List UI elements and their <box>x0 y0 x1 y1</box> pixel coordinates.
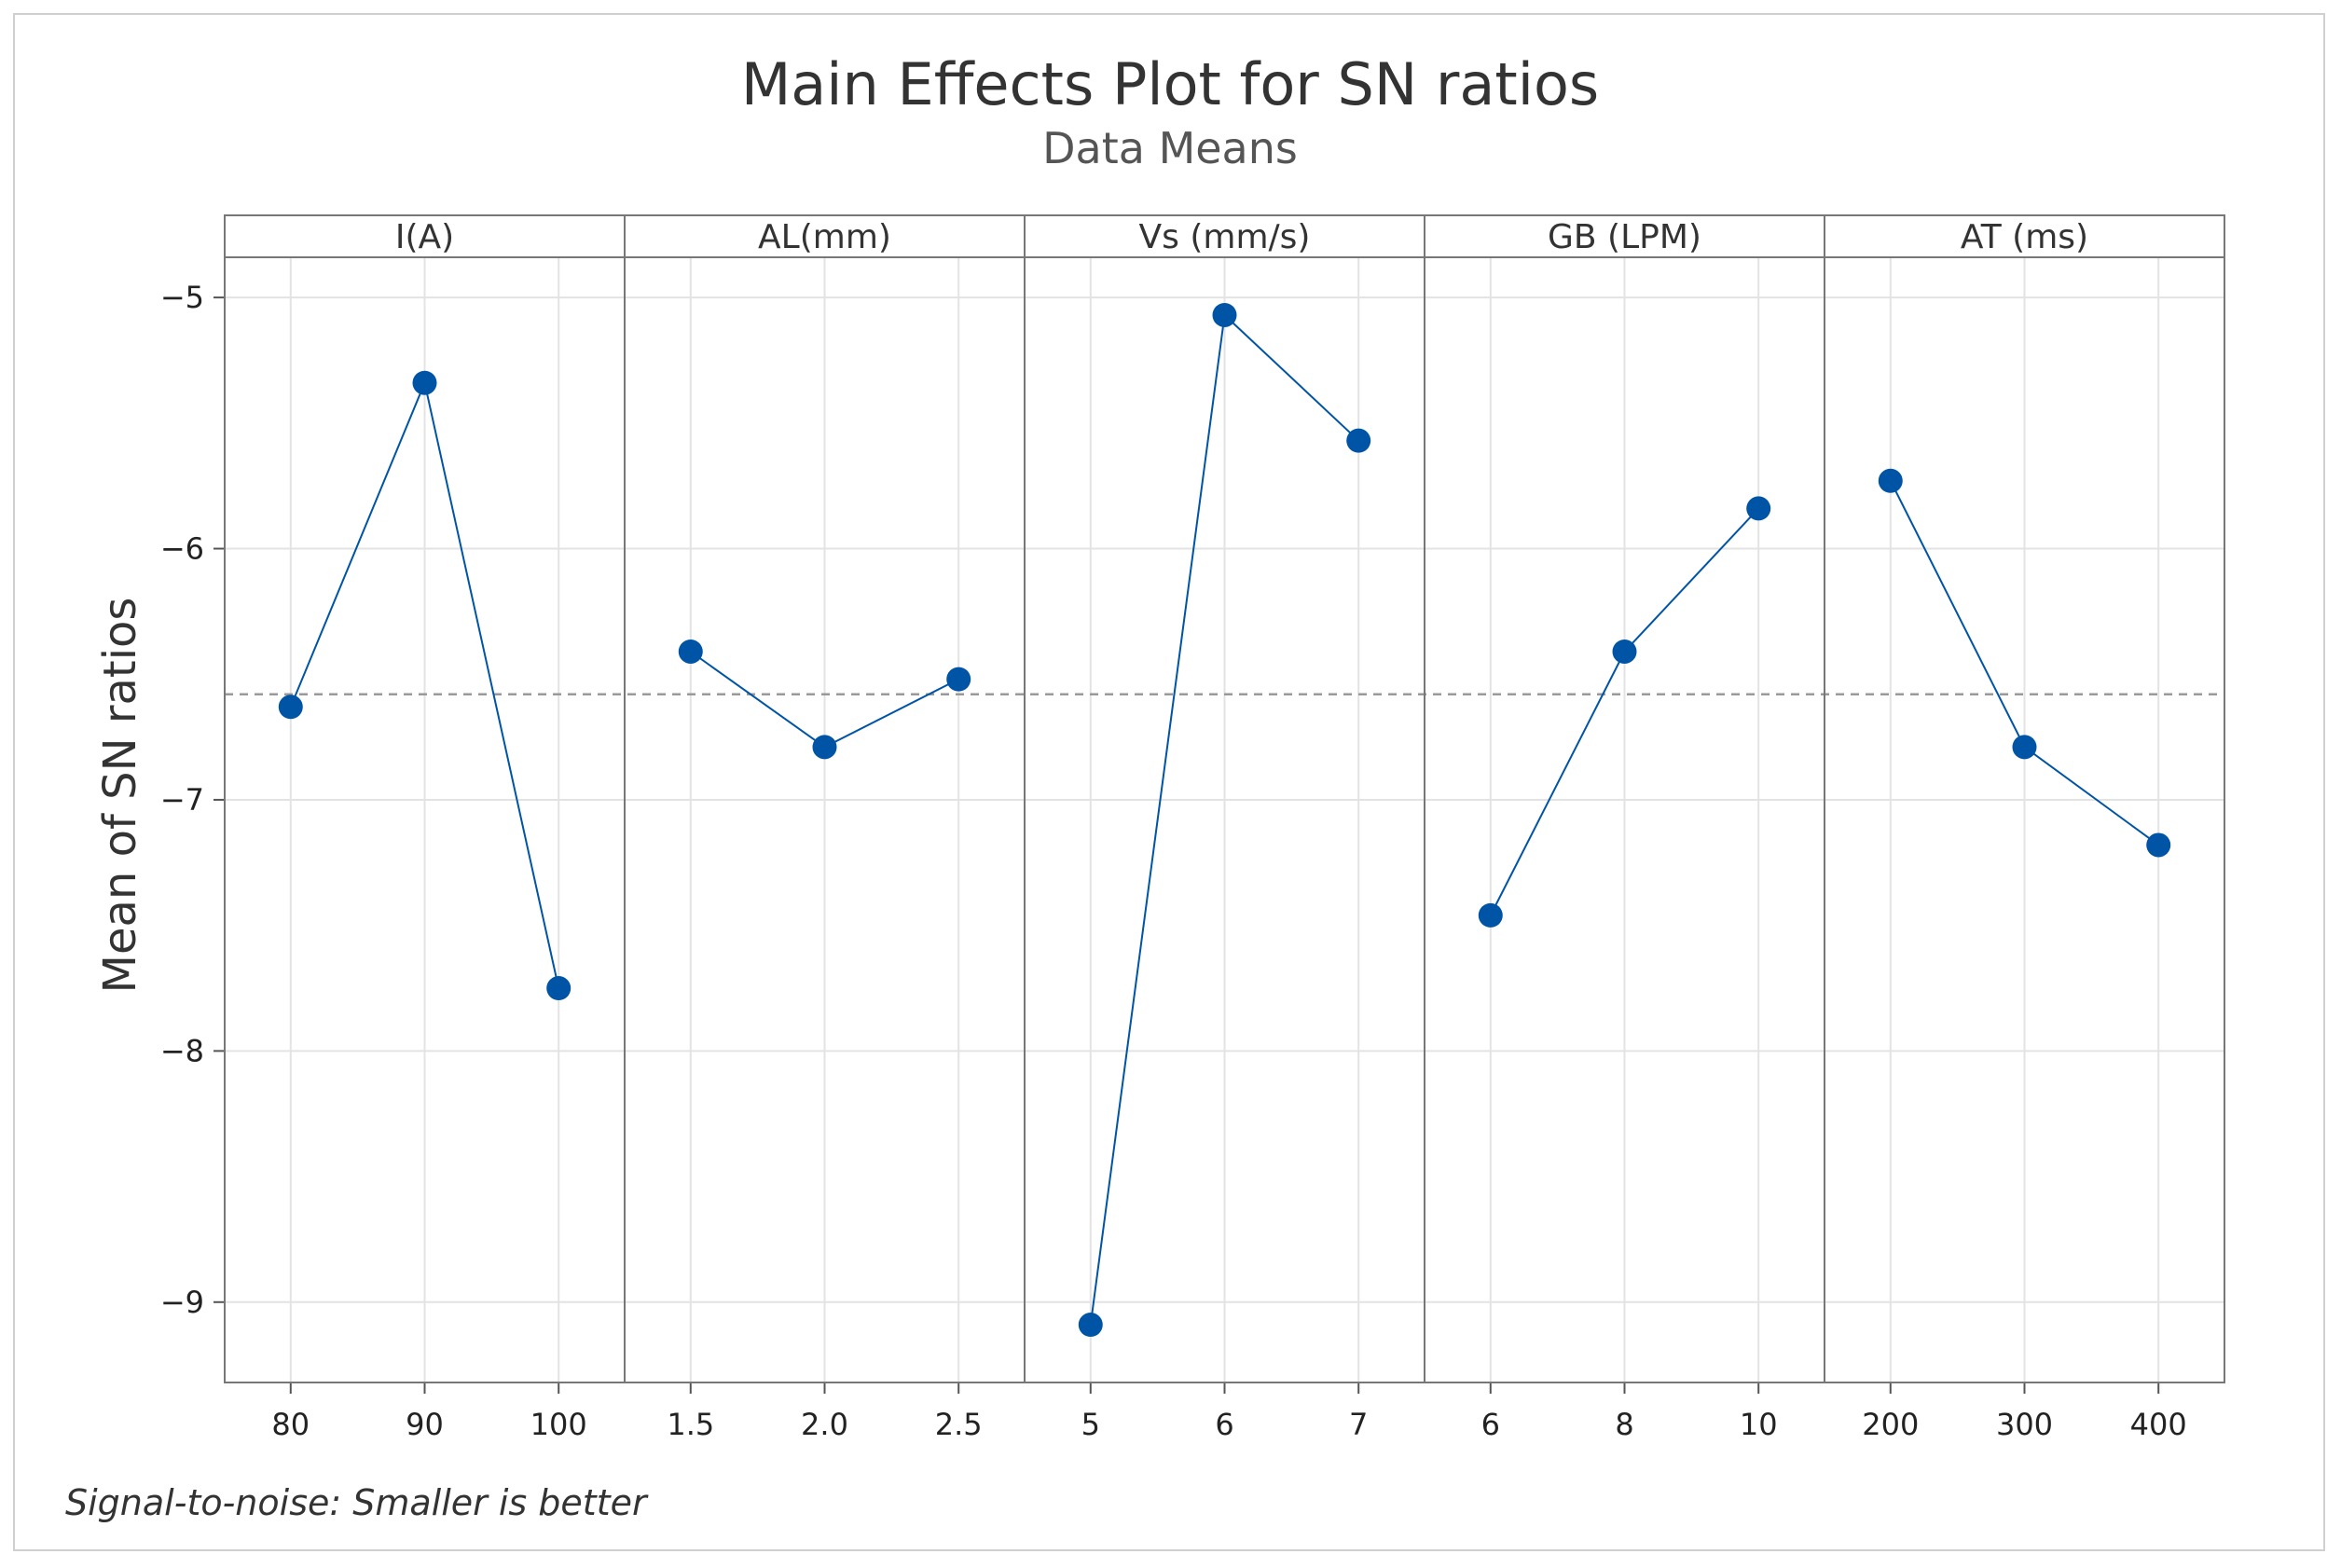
data-point <box>1212 302 1237 327</box>
data-point <box>1746 496 1771 521</box>
x-tick-label: 1.5 <box>667 1407 714 1442</box>
x-tick-label: 100 <box>530 1407 587 1442</box>
x-tick-label: 8 <box>1615 1407 1633 1442</box>
panel-label: AT (ms) <box>1961 218 2088 256</box>
data-point <box>2146 832 2171 858</box>
data-point <box>1478 902 1503 928</box>
plot-border <box>224 256 2225 1383</box>
panel-label: I(A) <box>395 218 454 256</box>
x-tick-label: 200 <box>1862 1407 1919 1442</box>
chart-subtitle: Data Means <box>1042 123 1298 173</box>
footnote: Signal-to-noise: Smaller is better <box>65 1482 649 1523</box>
x-tick-label: 10 <box>1740 1407 1778 1442</box>
data-point <box>946 667 971 692</box>
panel-label: GB (LPM) <box>1548 218 1701 256</box>
data-point <box>812 735 837 760</box>
x-tick-label: 80 <box>271 1407 310 1442</box>
data-point <box>2012 735 2037 760</box>
x-tick-label: 7 <box>1349 1407 1368 1442</box>
x-tick-label: 5 <box>1081 1407 1100 1442</box>
chart-title: Main Effects Plot for SN ratios <box>741 50 1599 118</box>
data-point <box>412 370 437 395</box>
data-point <box>1346 428 1371 453</box>
x-tick-label: 6 <box>1215 1407 1233 1442</box>
plot-area: −5 −6 −7 −8 −9 80 90 100 I(A) 1.5 2.0 2.5 AL(mm) 5 6 7 V… <box>160 214 2225 1442</box>
x-tick-label: 6 <box>1481 1407 1500 1442</box>
y-tick-label: −9 <box>160 1285 204 1320</box>
data-point <box>678 639 703 664</box>
x-tick-label: 2.0 <box>801 1407 848 1442</box>
panel-strip <box>1824 214 2225 258</box>
y-tick-label: −7 <box>160 782 204 818</box>
data-point <box>546 976 571 1001</box>
x-tick-label: 90 <box>406 1407 444 1442</box>
y-axis-label: Mean of SN ratios <box>94 598 146 994</box>
panel-label: AL(mm) <box>758 218 891 256</box>
x-tick-label: 300 <box>1996 1407 2053 1442</box>
panel-strip <box>224 214 626 258</box>
data-point <box>1078 1313 1103 1338</box>
y-tick-label: −8 <box>160 1033 204 1068</box>
data-point <box>1612 639 1637 664</box>
x-tick-label: 400 <box>2130 1407 2187 1442</box>
y-tick-label: −5 <box>160 280 204 315</box>
panel-label: Vs (mm/s) <box>1139 218 1311 256</box>
y-tick-label: −6 <box>160 531 204 567</box>
x-tick-label: 2.5 <box>935 1407 983 1442</box>
data-point <box>1878 468 1903 493</box>
data-point <box>278 695 303 720</box>
